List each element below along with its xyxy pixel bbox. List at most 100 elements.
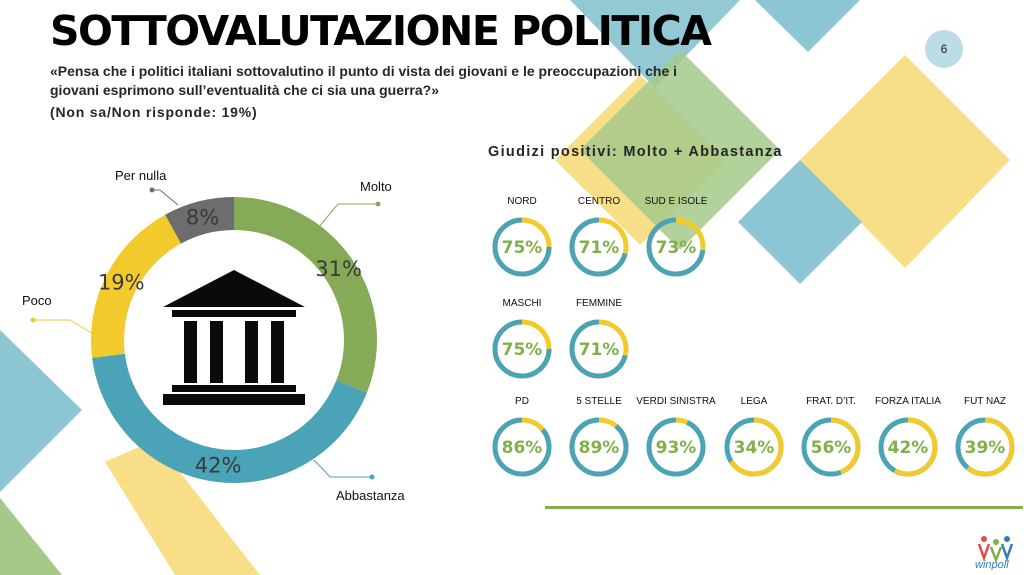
logo-figures — [977, 536, 1014, 564]
decor-yellow-diamond-right — [800, 55, 1010, 268]
gauge-value: 73% — [656, 238, 697, 258]
gauge-label: FUT NAZ — [963, 396, 1007, 407]
divider-line — [545, 506, 1023, 509]
survey-question: «Pensa che i politici italiani sottovalu… — [50, 63, 678, 98]
gauge-forza-italia: FORZA ITALIA 42% — [868, 395, 948, 479]
gauge-value: 56% — [811, 438, 852, 458]
donut-chart: 31% Molto 42% Abbastanza 19% Poco 8% Per nulla — [22, 168, 405, 500]
gauge-arc — [492, 417, 552, 477]
gauge-arc — [878, 417, 938, 477]
gauge-label: 5 STELLE — [576, 396, 622, 407]
leader-dot-abbastanza — [369, 474, 375, 480]
gauge-ring: 89% — [569, 417, 629, 477]
leader-line-poco — [33, 319, 101, 339]
donut-value-molto: 31% — [315, 257, 362, 281]
donut-label-abbastanza: Abbastanza — [336, 488, 405, 500]
gauge-maschi: MASCHI 75% — [482, 297, 562, 381]
gauge-ring: 39% — [955, 417, 1015, 477]
gauge-label: FEMMINE — [575, 298, 623, 309]
donut-value-abbastanza: 42% — [195, 454, 242, 478]
donut-segment-molto — [234, 197, 378, 393]
gauge-value: 89% — [579, 438, 620, 458]
donut-segment-poco — [91, 214, 182, 358]
donut-label-molto: Molto — [360, 179, 392, 194]
donut-segment-per-nulla — [165, 197, 234, 244]
gauge-nord: NORD 75% — [482, 195, 562, 279]
decor-green-triangle-bottom-left — [0, 498, 62, 575]
gauge-label: VERDI SINISTRA — [636, 396, 716, 407]
gauge-label: MASCHI — [502, 298, 542, 309]
gauge-arc — [569, 217, 629, 277]
gauge-fut-naz: FUT NAZ 39% — [945, 395, 1024, 479]
gauge-sud-e-isole: SUD E ISOLE 73% — [636, 195, 716, 279]
gauges-subtitle: Giudizi positivi: Molto + Abbastanza — [488, 144, 783, 160]
donut-value-poco: 19% — [98, 271, 145, 295]
gauge-value: 42% — [888, 438, 929, 458]
gauge-arc — [801, 417, 861, 477]
page-title: SOTTOVALUTAZIONE POLITICA — [50, 7, 712, 55]
decor-teal-diamond-mid — [738, 160, 862, 284]
gauge-arc — [492, 319, 552, 379]
gauge-ring: 34% — [724, 417, 784, 477]
gauge-value: 93% — [656, 438, 697, 458]
donut-segment-abbastanza — [92, 353, 367, 483]
gauge-value: 75% — [502, 340, 543, 360]
gauge-pd: PD 86% — [482, 395, 562, 479]
gauge-frat-d-it: FRAT. D’IT. 56% — [791, 395, 871, 479]
gauge-ring: 71% — [569, 319, 629, 379]
gauge-label: FRAT. D’IT. — [806, 396, 856, 407]
decor-teal-triangle-top — [755, 0, 860, 52]
gauge-ring: 42% — [878, 417, 938, 477]
page-number-badge: 6 — [925, 30, 963, 68]
winpoll-logo: winpoll — [975, 536, 1014, 570]
decor-teal-triangle-left — [0, 330, 82, 492]
gauge-femmine: FEMMINE 71% — [559, 297, 639, 381]
leader-line-molto — [317, 203, 378, 229]
donut-label-per-nulla: Per nulla — [115, 168, 167, 183]
leader-dot-poco — [30, 317, 36, 323]
gauge-ring: 73% — [646, 217, 706, 277]
gauge-label: NORD — [507, 196, 537, 207]
gauge-verdi-sinistra: VERDI SINISTRA 93% — [636, 395, 716, 479]
gauge-ring: 75% — [492, 319, 552, 379]
government-building-icon — [163, 270, 305, 405]
gauge-value: 71% — [579, 238, 620, 258]
gauge-centro: CENTRO 71% — [559, 195, 639, 279]
gauge-arc — [724, 417, 784, 477]
gauge-label: CENTRO — [577, 196, 621, 207]
gauge-ring: 93% — [646, 417, 706, 477]
gauge-lega: LEGA 34% — [714, 395, 794, 479]
decor-green-diamond — [580, 50, 780, 250]
gauge-label: PD — [515, 396, 529, 407]
gauge-arc — [646, 217, 706, 277]
gauge-value: 75% — [502, 238, 543, 258]
gauge-arc — [955, 417, 1015, 477]
gauge-label: FORZA ITALIA — [875, 396, 941, 407]
decor-yellow-band-bottom — [105, 440, 260, 575]
leader-dot-molto — [375, 201, 381, 207]
gauge-arc — [646, 417, 706, 477]
gauge-label: LEGA — [740, 396, 768, 407]
gauge-arc — [492, 217, 552, 277]
donut-value-per-nulla: 8% — [186, 205, 219, 229]
gauge-label: SUD E ISOLE — [644, 196, 708, 207]
gauge-ring: 71% — [569, 217, 629, 277]
gauge-value: 34% — [734, 438, 775, 458]
gauge-ring: 56% — [801, 417, 861, 477]
gauge-ring: 75% — [492, 217, 552, 277]
leader-line-per-nulla — [152, 189, 179, 206]
leader-line-abbastanza — [313, 459, 372, 478]
donut-label-poco: Poco — [22, 293, 52, 308]
leader-dot-per-nulla — [149, 187, 155, 193]
decor-teal-triangle-upper — [570, 0, 740, 88]
gauge-value: 39% — [965, 438, 1006, 458]
donut-leader-lines — [30, 187, 381, 480]
gauge-value: 86% — [502, 438, 543, 458]
donut-segments — [91, 197, 378, 483]
gauge-ring: 86% — [492, 417, 552, 477]
gauge-value: 71% — [579, 340, 620, 360]
gauge-5-stelle: 5 STELLE 89% — [559, 395, 639, 479]
gauge-arc — [569, 417, 629, 477]
gauge-arc — [569, 319, 629, 379]
